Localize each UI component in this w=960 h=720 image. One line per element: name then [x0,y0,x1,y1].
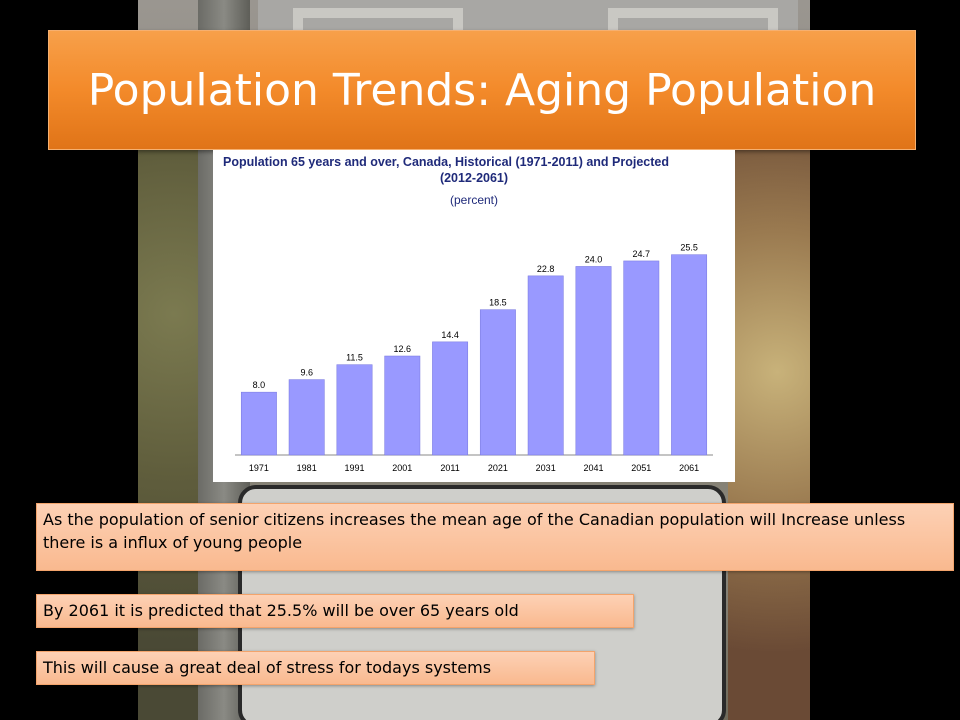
chart-subtitle: (percent) [450,193,498,207]
x-tick-label: 2031 [536,463,556,473]
x-tick-label: 2051 [631,463,651,473]
callout-text: This will cause a great deal of stress f… [43,658,492,677]
bar-value-label: 18.5 [489,298,507,308]
chart-bar [575,266,612,456]
chart-bar [432,341,469,456]
bar-value-label: 24.0 [585,254,603,264]
x-tick-label: 1971 [249,463,269,473]
callout-text: As the population of senior citizens inc… [43,510,906,553]
chart-bar [671,254,708,456]
chart-bar [527,275,564,456]
chart-bar [336,364,373,456]
chart-title: Population 65 years and over, Canada, Hi… [223,155,669,169]
title-banner: Population Trends: Aging Population [48,30,916,150]
chart-bar [288,379,325,456]
x-tick-label: 2041 [583,463,603,473]
x-tick-label: 2001 [392,463,412,473]
bar-value-label: 24.7 [633,249,651,259]
x-tick-label: 2011 [440,463,459,473]
x-tick-label: 1991 [344,463,364,473]
chart-bar [623,260,660,456]
bar-value-label: 11.5 [346,353,363,363]
bar-value-label: 22.8 [537,264,555,274]
plot-area: 8.0 1971 9.6 1981 11.5 1991 12.6 2001 14.4 2011 18… [235,243,713,473]
chart-bar [479,309,516,456]
bar-value-label: 14.4 [441,330,459,340]
chart-canvas: Population 65 years and over, Canada, Hi… [223,155,713,473]
bar-chart: Population 65 years and over, Canada, Hi… [213,150,735,482]
bar-value-label: 25.5 [680,243,698,253]
slide-title: Population Trends: Aging Population [87,64,877,116]
x-tick-label: 2021 [488,463,508,473]
callout-stress: This will cause a great deal of stress f… [36,651,595,685]
callout-text: By 2061 it is predicted that 25.5% will … [43,601,519,620]
callout-mean-age: As the population of senior citizens inc… [36,503,954,571]
bar-value-label: 9.6 [300,368,313,378]
bar-value-label: 12.6 [394,344,412,354]
chart-title-line2: (2012-2061) [440,171,508,185]
chart-bar [384,355,421,456]
chart-bar [240,391,277,456]
bar-value-label: 8.0 [253,380,266,390]
foliage [728,140,810,720]
callout-prediction: By 2061 it is predicted that 25.5% will … [36,594,634,628]
x-tick-label: 1981 [297,463,317,473]
x-tick-label: 2061 [679,463,699,473]
